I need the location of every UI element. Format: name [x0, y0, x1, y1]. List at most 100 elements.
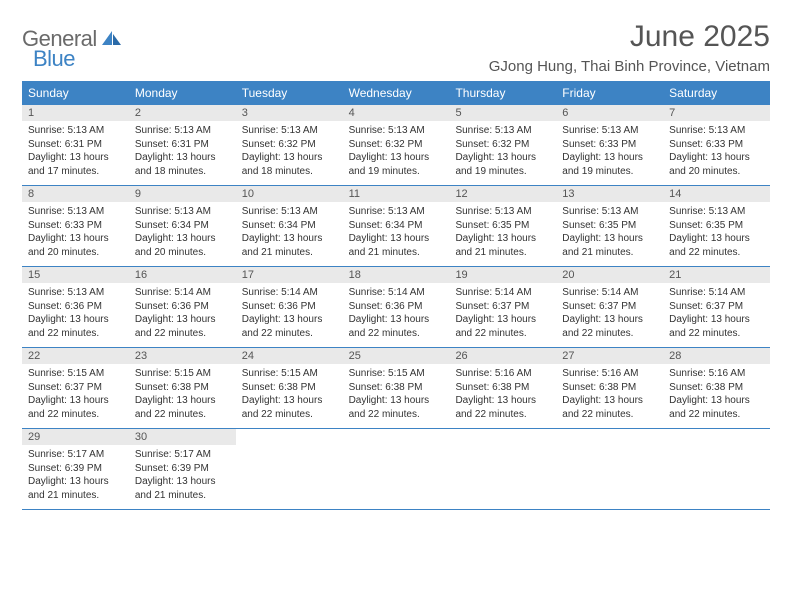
day-cell: 6Sunrise: 5:13 AMSunset: 6:33 PMDaylight…: [556, 105, 663, 185]
day-cell: 2Sunrise: 5:13 AMSunset: 6:31 PMDaylight…: [129, 105, 236, 185]
day-cell: 7Sunrise: 5:13 AMSunset: 6:33 PMDaylight…: [663, 105, 770, 185]
day-details: Sunrise: 5:13 AMSunset: 6:32 PMDaylight:…: [343, 121, 450, 182]
day-cell: 21 Sunrise: 5:14 AMSunset: 6:37 PMDayligh…: [663, 267, 770, 347]
daylight-text: Daylight: 13 hours: [242, 394, 337, 408]
sunset-text: Sunset: 6:38 PM: [242, 381, 337, 395]
sunrise-text: Sunrise: 5:13 AM: [242, 205, 337, 219]
day-details: Sunrise: 5:13 AMSunset: 6:32 PMDaylight:…: [236, 121, 343, 182]
daylight-text: and 22 minutes.: [242, 327, 337, 341]
day-cell: 13Sunrise: 5:13 AMSunset: 6:35 PMDayligh…: [556, 186, 663, 266]
day-number: 28: [663, 348, 770, 364]
daylight-text: and 20 minutes.: [135, 246, 230, 260]
logo-subtext: Blue: [33, 46, 75, 72]
daylight-text: and 19 minutes.: [349, 165, 444, 179]
week-row: 15Sunrise: 5:13 AMSunset: 6:36 PMDayligh…: [22, 267, 770, 348]
sunset-text: Sunset: 6:38 PM: [562, 381, 657, 395]
day-details: Sunrise: 5:14 AMSunset: 6:36 PMDaylight:…: [343, 283, 450, 344]
sunset-text: Sunset: 6:37 PM: [669, 300, 764, 314]
daylight-text: Daylight: 13 hours: [349, 232, 444, 246]
day-cell: 17Sunrise: 5:14 AMSunset: 6:36 PMDayligh…: [236, 267, 343, 347]
day-cell: 24Sunrise: 5:15 AMSunset: 6:38 PMDayligh…: [236, 348, 343, 428]
month-title: June 2025: [489, 20, 770, 54]
daylight-text: and 21 minutes.: [562, 246, 657, 260]
day-cell: 5Sunrise: 5:13 AMSunset: 6:32 PMDaylight…: [449, 105, 556, 185]
day-number: 10: [236, 186, 343, 202]
daylight-text: Daylight: 13 hours: [28, 394, 123, 408]
daylight-text: Daylight: 13 hours: [349, 313, 444, 327]
day-number: 12: [449, 186, 556, 202]
weekday-header-row: Sunday Monday Tuesday Wednesday Thursday…: [22, 81, 770, 105]
sunrise-text: Sunrise: 5:14 AM: [669, 286, 764, 300]
day-details: Sunrise: 5:13 AMSunset: 6:35 PMDaylight:…: [663, 202, 770, 263]
daylight-text: and 21 minutes.: [135, 489, 230, 503]
day-cell: 14Sunrise: 5:13 AMSunset: 6:35 PMDayligh…: [663, 186, 770, 266]
day-cell: 16Sunrise: 5:14 AMSunset: 6:36 PMDayligh…: [129, 267, 236, 347]
day-details: Sunrise: 5:13 AMSunset: 6:36 PMDaylight:…: [22, 283, 129, 344]
sunrise-text: Sunrise: 5:14 AM: [135, 286, 230, 300]
sunrise-text: Sunrise: 5:13 AM: [28, 124, 123, 138]
sunrise-text: Sunrise: 5:13 AM: [455, 124, 550, 138]
daylight-text: Daylight: 13 hours: [242, 232, 337, 246]
sunset-text: Sunset: 6:32 PM: [349, 138, 444, 152]
daylight-text: Daylight: 13 hours: [455, 313, 550, 327]
daylight-text: and 20 minutes.: [28, 246, 123, 260]
week-row: 22Sunrise: 5:15 AMSunset: 6:37 PMDayligh…: [22, 348, 770, 429]
day-number: 2: [129, 105, 236, 121]
day-details: Sunrise: 5:14 AMSunset: 6:36 PMDaylight:…: [129, 283, 236, 344]
calendar-grid: Sunday Monday Tuesday Wednesday Thursday…: [22, 81, 770, 510]
day-details: Sunrise: 5:16 AMSunset: 6:38 PMDaylight:…: [556, 364, 663, 425]
sunrise-text: Sunrise: 5:16 AM: [669, 367, 764, 381]
sunset-text: Sunset: 6:37 PM: [455, 300, 550, 314]
weeks-container: 1Sunrise: 5:13 AMSunset: 6:31 PMDaylight…: [22, 105, 770, 510]
daylight-text: and 22 minutes.: [349, 408, 444, 422]
day-number: 3: [236, 105, 343, 121]
day-details: Sunrise: 5:13 AMSunset: 6:34 PMDaylight:…: [236, 202, 343, 263]
sunrise-text: Sunrise: 5:15 AM: [242, 367, 337, 381]
day-cell: 19Sunrise: 5:14 AMSunset: 6:37 PMDayligh…: [449, 267, 556, 347]
weekday-header: Saturday: [663, 81, 770, 105]
sunset-text: Sunset: 6:38 PM: [669, 381, 764, 395]
sunrise-text: Sunrise: 5:13 AM: [135, 205, 230, 219]
sunrise-text: Sunrise: 5:14 AM: [455, 286, 550, 300]
day-cell: 27Sunrise: 5:16 AMSunset: 6:38 PMDayligh…: [556, 348, 663, 428]
sunset-text: Sunset: 6:32 PM: [455, 138, 550, 152]
day-cell: [556, 429, 663, 509]
sunset-text: Sunset: 6:36 PM: [135, 300, 230, 314]
day-number: 25: [343, 348, 450, 364]
daylight-text: and 22 minutes.: [455, 327, 550, 341]
day-cell: 1Sunrise: 5:13 AMSunset: 6:31 PMDaylight…: [22, 105, 129, 185]
daylight-text: and 22 minutes.: [455, 408, 550, 422]
sunrise-text: Sunrise: 5:13 AM: [242, 124, 337, 138]
sunset-text: Sunset: 6:38 PM: [349, 381, 444, 395]
day-cell: 11Sunrise: 5:13 AMSunset: 6:34 PMDayligh…: [343, 186, 450, 266]
day-cell: 15Sunrise: 5:13 AMSunset: 6:36 PMDayligh…: [22, 267, 129, 347]
daylight-text: and 22 minutes.: [669, 408, 764, 422]
day-number: 21: [663, 267, 770, 283]
day-details: Sunrise: 5:13 AMSunset: 6:33 PMDaylight:…: [22, 202, 129, 263]
daylight-text: and 17 minutes.: [28, 165, 123, 179]
daylight-text: and 18 minutes.: [135, 165, 230, 179]
day-number: 29: [22, 429, 129, 445]
day-details: Sunrise: 5:15 AMSunset: 6:38 PMDaylight:…: [343, 364, 450, 425]
weekday-header: Wednesday: [343, 81, 450, 105]
day-details: Sunrise: 5:16 AMSunset: 6:38 PMDaylight:…: [449, 364, 556, 425]
daylight-text: Daylight: 13 hours: [28, 475, 123, 489]
weekday-header: Thursday: [449, 81, 556, 105]
day-number: 11: [343, 186, 450, 202]
day-number: 30: [129, 429, 236, 445]
daylight-text: Daylight: 13 hours: [669, 394, 764, 408]
daylight-text: and 22 minutes.: [135, 327, 230, 341]
daylight-text: and 22 minutes.: [349, 327, 444, 341]
sunrise-text: Sunrise: 5:17 AM: [28, 448, 123, 462]
day-number: 17: [236, 267, 343, 283]
sunrise-text: Sunrise: 5:15 AM: [28, 367, 123, 381]
sunset-text: Sunset: 6:36 PM: [28, 300, 123, 314]
daylight-text: Daylight: 13 hours: [349, 151, 444, 165]
day-cell: 28 Sunrise: 5:16 AMSunset: 6:38 PMDayligh…: [663, 348, 770, 428]
sunrise-text: Sunrise: 5:15 AM: [349, 367, 444, 381]
sunset-text: Sunset: 6:34 PM: [135, 219, 230, 233]
daylight-text: and 22 minutes.: [135, 408, 230, 422]
daylight-text: Daylight: 13 hours: [669, 313, 764, 327]
sunrise-text: Sunrise: 5:15 AM: [135, 367, 230, 381]
location-text: GJong Hung, Thai Binh Province, Vietnam: [489, 58, 770, 75]
